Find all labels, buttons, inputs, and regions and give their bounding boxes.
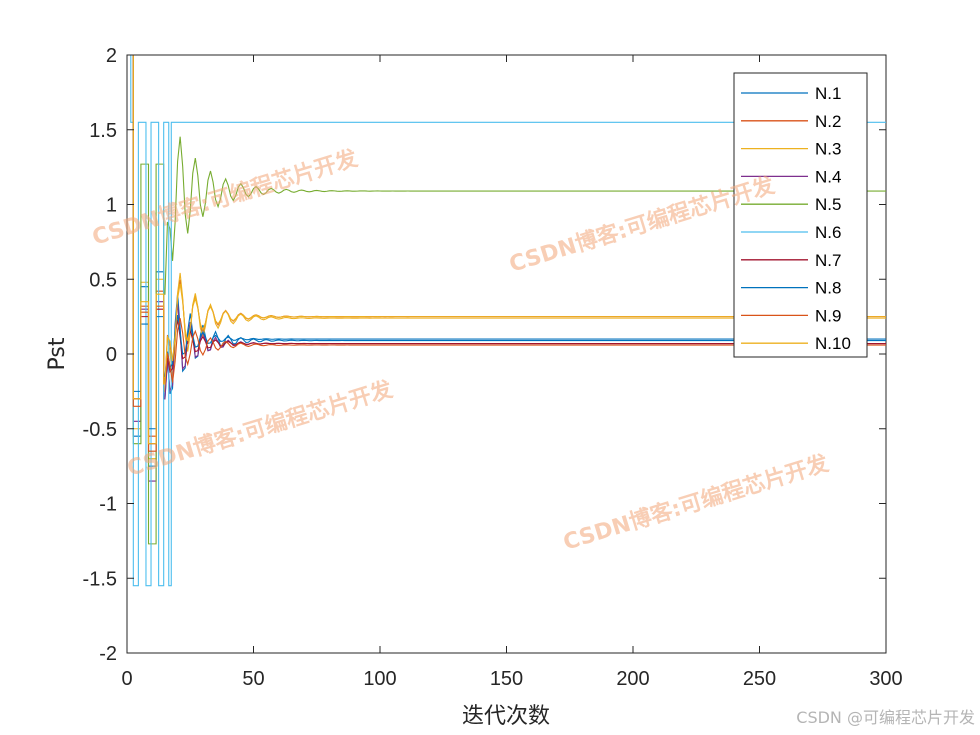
y-tick-label: 0.5 [89,269,117,291]
legend-label: N.4 [815,167,841,186]
x-tick-label: 100 [363,668,396,690]
x-tick-label: 50 [242,668,264,690]
y-tick-label: -2 [99,643,117,665]
x-tick-label: 250 [743,668,776,690]
x-axis-label: 迭代次数 [462,704,550,729]
y-tick-label: -1.5 [83,568,117,590]
y-tick-label: 2 [106,45,117,67]
legend-label: N.8 [815,279,841,298]
tick-layer: 0 50 100 150 200 250 300 -2 -1.5 -1 -0.5 0 0.5 1 1.5 2 [83,45,903,690]
y-tick-label: 1 [106,195,117,217]
y-tick-label: 0 [106,344,117,366]
legend-label: N.7 [815,251,841,270]
legend-label: N.2 [815,112,841,131]
y-tick-label: 1.5 [89,120,117,142]
legend-label: N.10 [815,334,851,353]
legend-label: N.3 [815,140,841,159]
x-tick-label: 0 [121,668,132,690]
legend-label: N.1 [815,84,841,103]
legend-label: N.5 [815,195,841,214]
x-tick-label: 150 [490,668,523,690]
legend-box [733,72,868,358]
x-tick-label: 300 [869,668,902,690]
legend-label: N.6 [815,223,841,242]
y-tick-label: -0.5 [83,419,117,441]
credit-text: CSDN @可编程芯片开发 [796,708,975,727]
y-axis-label: Pst [45,337,70,370]
x-tick-label: 200 [616,668,649,690]
legend-items: N.1 N.2 N.3 N.4 N.5 N.6 N.7 N.8 N.9 N.10 [741,84,851,353]
legend-label: N.9 [815,306,841,325]
legend: N.1 N.2 N.3 N.4 N.5 N.6 N.7 N.8 N.9 N.10 [733,72,868,358]
y-tick-label: -1 [99,494,117,516]
